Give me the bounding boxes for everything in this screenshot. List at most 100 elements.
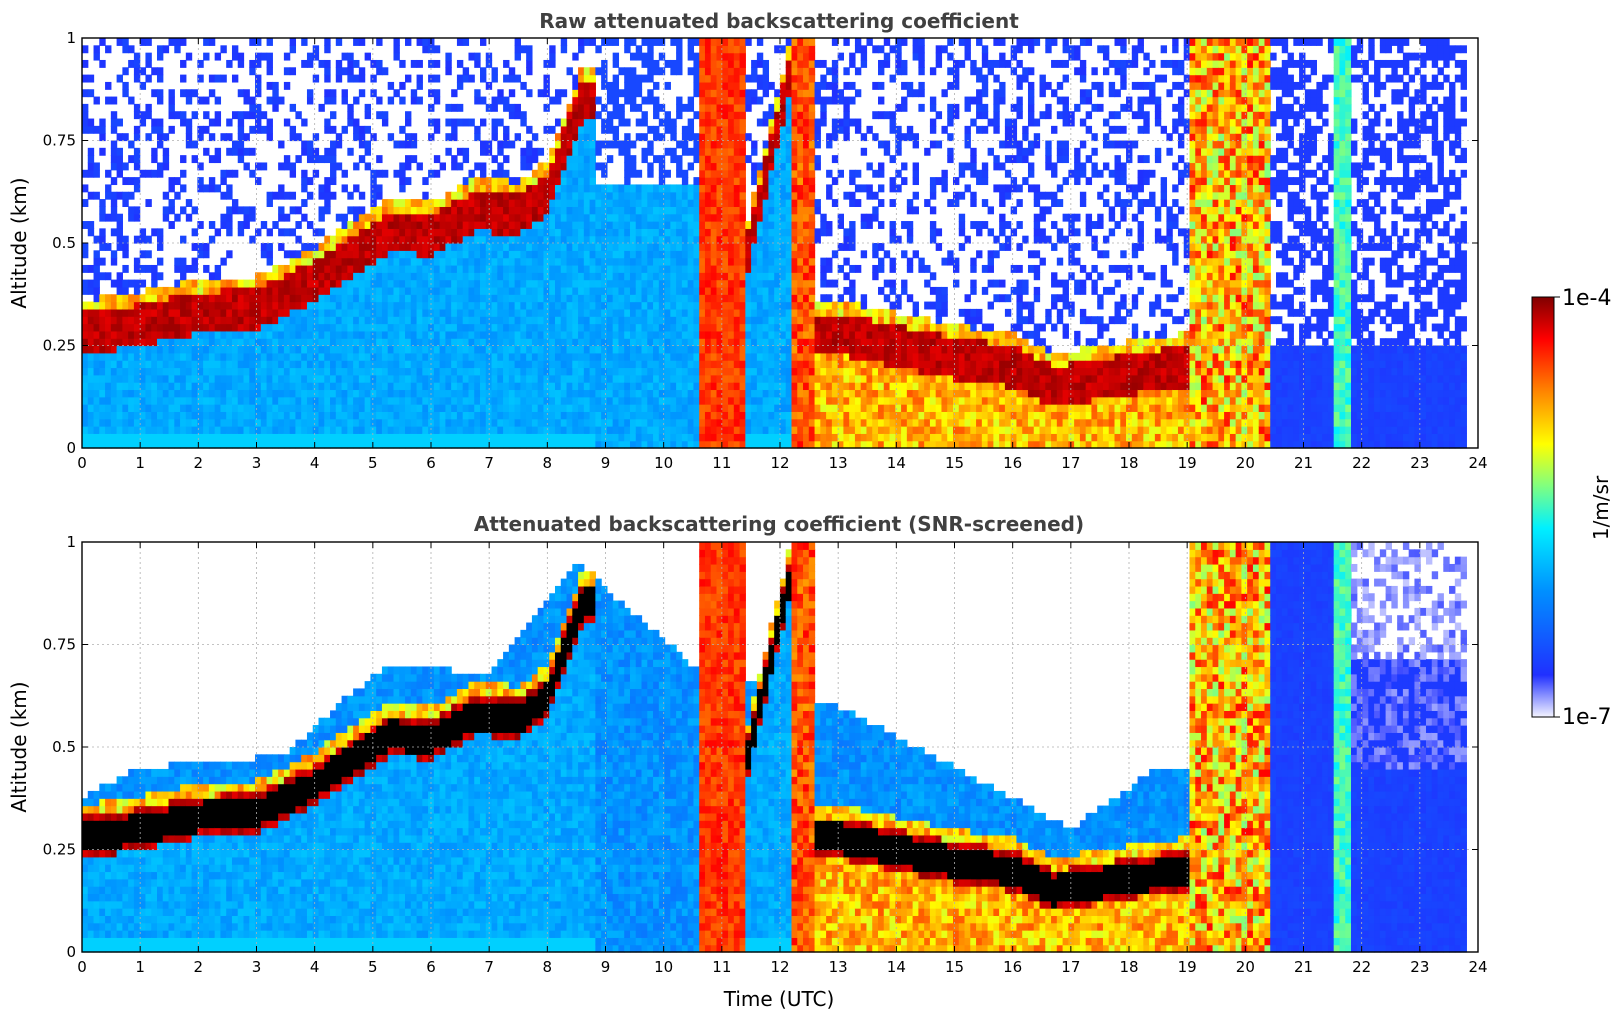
heatmap-cell <box>606 330 614 339</box>
heatmap-cell <box>520 111 527 120</box>
heatmap-cell <box>128 440 135 449</box>
heatmap-cell <box>474 316 481 325</box>
heatmap-cell <box>456 382 464 391</box>
heatmap-cell <box>462 272 470 281</box>
heatmap-cell <box>156 52 164 61</box>
heatmap-cell <box>376 250 383 259</box>
heatmap-cell <box>439 360 446 369</box>
heatmap-cell <box>526 221 533 229</box>
heatmap-cell <box>612 103 620 112</box>
heatmap-cell <box>676 199 683 207</box>
heatmap-cell <box>462 323 470 332</box>
heatmap-cell <box>376 396 383 405</box>
heatmap-cell <box>237 411 245 420</box>
heatmap-cell <box>572 147 579 156</box>
heatmap-cell <box>554 133 562 142</box>
heatmap-cell <box>589 382 596 391</box>
heatmap-cell <box>301 199 308 207</box>
heatmap-cell <box>318 103 325 112</box>
heatmap-cell <box>266 316 273 325</box>
heatmap-cell <box>87 74 95 83</box>
heatmap-cell <box>306 389 314 398</box>
heatmap-cell <box>572 199 579 207</box>
heatmap-cell <box>151 323 158 332</box>
heatmap-cell <box>93 308 100 317</box>
heatmap-cell <box>560 360 568 369</box>
heatmap-cell <box>278 374 285 383</box>
heatmap-cell <box>214 382 222 391</box>
heatmap-cell <box>716 338 723 347</box>
heatmap-cell <box>595 206 602 215</box>
heatmap-cell <box>168 396 175 405</box>
heatmap-cell <box>549 374 556 383</box>
heatmap-cell <box>710 352 718 361</box>
heatmap-cell <box>358 279 366 288</box>
heatmap-cell <box>658 213 666 222</box>
heatmap-cell <box>451 155 458 164</box>
heatmap-cell <box>601 162 608 171</box>
heatmap-cell <box>641 316 648 325</box>
heatmap-cell <box>641 118 648 127</box>
heatmap-cell <box>578 191 585 200</box>
heatmap-cell <box>572 155 579 164</box>
heatmap-cell <box>462 279 470 288</box>
heatmap-cell <box>508 235 516 244</box>
heatmap-cell <box>87 155 95 164</box>
heatmap-cell <box>503 374 510 383</box>
heatmap-cell <box>151 367 158 376</box>
heatmap-cell <box>629 184 637 193</box>
heatmap-cell <box>87 308 95 317</box>
heatmap-cell <box>612 286 620 295</box>
heatmap-cell <box>387 250 395 259</box>
heatmap-cell <box>635 74 643 83</box>
heatmap-cell <box>180 338 187 347</box>
heatmap-cell <box>318 206 325 215</box>
heatmap-cell <box>428 411 435 420</box>
heatmap-cell <box>422 345 429 354</box>
heatmap-cell <box>295 352 302 361</box>
heatmap-cell <box>624 162 631 171</box>
heatmap-cell <box>162 213 170 222</box>
heatmap-cell <box>658 389 666 398</box>
heatmap-cell <box>128 96 135 105</box>
heatmap-cell <box>203 418 210 427</box>
heatmap-cell <box>82 89 89 98</box>
heatmap-cell <box>405 396 412 405</box>
heatmap-cell <box>301 396 308 405</box>
heatmap-cell <box>549 440 556 449</box>
heatmap-cell <box>508 396 516 405</box>
heatmap-cell <box>231 440 239 449</box>
heatmap-cell <box>306 272 314 281</box>
heatmap-cell <box>243 286 250 295</box>
heatmap-cell <box>710 96 718 105</box>
heatmap-cell <box>554 374 562 383</box>
heatmap-cell <box>433 59 441 68</box>
heatmap-cell <box>601 411 608 420</box>
heatmap-cell <box>664 243 671 251</box>
heatmap-cell <box>716 162 723 171</box>
heatmap-cell <box>514 279 521 288</box>
heatmap-cell <box>681 103 689 112</box>
heatmap-cell <box>266 67 273 76</box>
heatmap-cell <box>560 316 568 325</box>
heatmap-cell <box>578 382 585 391</box>
heatmap-cell <box>174 111 181 120</box>
heatmap-cell <box>658 323 666 332</box>
heatmap-cell <box>699 103 706 112</box>
heatmap-cell <box>485 382 493 391</box>
heatmap-cell <box>433 228 441 237</box>
heatmap-cell <box>739 228 746 237</box>
heatmap-cell <box>710 133 718 142</box>
heatmap-cell <box>566 404 573 412</box>
heatmap-cell <box>347 235 354 244</box>
heatmap-cell <box>381 250 389 259</box>
heatmap-cell <box>255 38 262 46</box>
heatmap-cell <box>353 235 360 244</box>
heatmap-cell <box>653 250 660 259</box>
heatmap-cell <box>641 389 648 398</box>
heatmap-cell <box>151 279 158 288</box>
heatmap-cell <box>330 264 337 273</box>
heatmap-cell <box>405 440 412 449</box>
heatmap-cell <box>474 235 481 244</box>
heatmap-cell <box>578 74 585 83</box>
